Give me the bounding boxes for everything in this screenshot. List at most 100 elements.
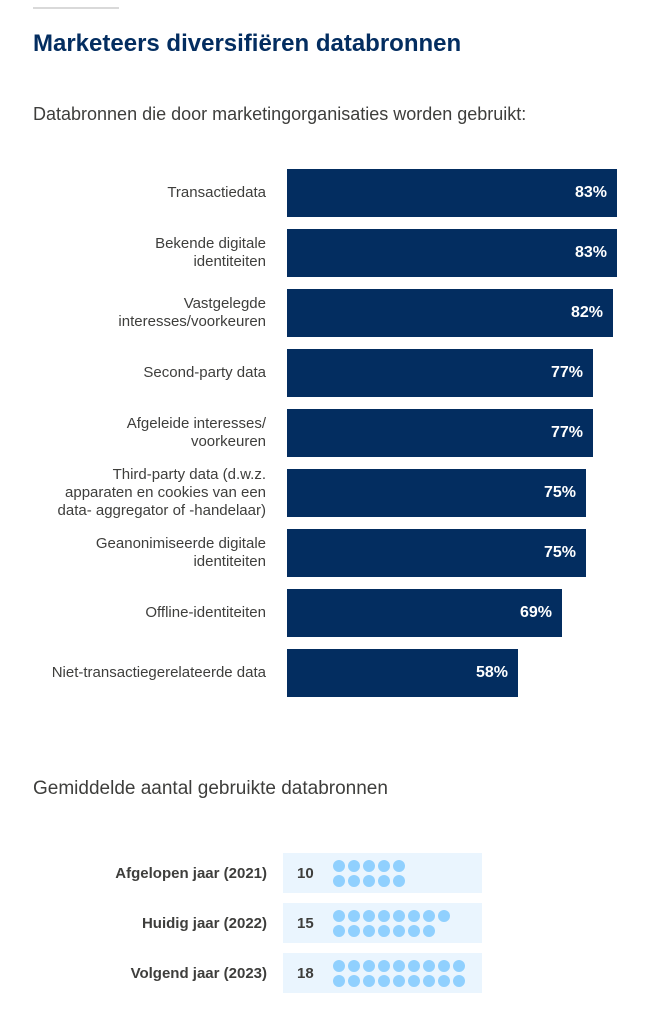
bar-row: Geanonimiseerde digitale identiteiten 75% bbox=[0, 529, 657, 577]
bar-category-label-line: interesses/voorkeuren bbox=[118, 313, 266, 330]
pictogram-dot bbox=[438, 960, 450, 972]
data-sources-count-title: Gemiddelde aantal gebruikte databronnen bbox=[33, 778, 388, 799]
bar-value-label: 77% bbox=[550, 364, 583, 381]
bar-category-label-line: Offline-identiteiten bbox=[145, 604, 266, 621]
pictogram-category-label: Volgend jaar (2023) bbox=[130, 964, 267, 982]
bar-category-label: Third-party data (d.w.z. apparaten en coo… bbox=[6, 466, 266, 519]
pictogram-row: Afgelopen jaar (2021) 10 bbox=[0, 853, 657, 893]
pictogram-box: 10 bbox=[283, 853, 482, 893]
bar-row: Niet-transactiegerelateerde data 58% bbox=[0, 649, 657, 697]
pictogram-count-label: 10 bbox=[297, 864, 314, 882]
pictogram-dot bbox=[408, 910, 420, 922]
pictogram-dot bbox=[363, 975, 375, 987]
pictogram-dot bbox=[363, 910, 375, 922]
bar: 82% bbox=[287, 289, 613, 337]
bar-category-label: Geanonimiseerde digitale identiteiten bbox=[6, 529, 266, 577]
bar-value-label: 82% bbox=[570, 304, 603, 321]
pictogram-dot bbox=[333, 875, 345, 887]
bar-category-label-line: data- aggregator of -handelaar) bbox=[57, 502, 266, 519]
bar-row: Afgeleide interesses/voorkeuren 77% bbox=[0, 409, 657, 457]
pictogram-dot bbox=[333, 975, 345, 987]
pictogram-count-label: 18 bbox=[297, 964, 314, 982]
pictogram-dot bbox=[378, 960, 390, 972]
pictogram-dot bbox=[363, 960, 375, 972]
pictogram-dot bbox=[333, 960, 345, 972]
pictogram-dot bbox=[333, 860, 345, 872]
pictogram-box: 15 bbox=[283, 903, 482, 943]
bar: 83% bbox=[287, 229, 617, 277]
bar: 77% bbox=[287, 409, 593, 457]
pictogram-dot bbox=[408, 925, 420, 937]
bar: 75% bbox=[287, 529, 586, 577]
pictogram-dot bbox=[393, 860, 405, 872]
bar-value-label: 75% bbox=[543, 484, 576, 501]
pictogram-dot bbox=[453, 960, 465, 972]
bar-category-label: Bekende digitale identiteiten bbox=[6, 229, 266, 277]
page-title: Marketeers diversifiëren databronnen bbox=[33, 30, 462, 57]
pictogram-dot bbox=[423, 960, 435, 972]
pictogram-dot bbox=[393, 960, 405, 972]
bar-row: Transactiedata 83% bbox=[0, 169, 657, 217]
pictogram-category-label: Afgelopen jaar (2021) bbox=[115, 864, 267, 882]
pictogram-dot bbox=[348, 960, 360, 972]
pictogram-dot bbox=[363, 860, 375, 872]
bar-row: Second-party data 77% bbox=[0, 349, 657, 397]
pictogram-count-label: 15 bbox=[297, 914, 314, 932]
bar-category-label-line: Bekende digitale bbox=[155, 235, 266, 252]
bar-row: Bekende digitale identiteiten 83% bbox=[0, 229, 657, 277]
pictogram-dot bbox=[363, 925, 375, 937]
bar: 58% bbox=[287, 649, 518, 697]
pictogram-dot bbox=[408, 960, 420, 972]
pictogram-dot bbox=[348, 875, 360, 887]
pictogram-dot bbox=[438, 975, 450, 987]
pictogram-dot bbox=[378, 860, 390, 872]
bar-category-label-line: Niet-transactiegerelateerde data bbox=[51, 664, 266, 681]
bar-category-label-line: Geanonimiseerde digitale bbox=[95, 535, 266, 552]
top-divider bbox=[33, 7, 119, 9]
pictogram-dot bbox=[348, 860, 360, 872]
pictogram-dot bbox=[423, 925, 435, 937]
pictogram-dot bbox=[348, 925, 360, 937]
bar-category-label: Offline-identiteiten bbox=[6, 589, 266, 637]
bar-value-label: 77% bbox=[550, 424, 583, 441]
bar-category-label-line: identiteiten bbox=[193, 553, 266, 570]
bar-category-label-line: apparaten en cookies van een bbox=[65, 484, 266, 501]
bar-category-label-line: Afgeleide interesses/ bbox=[126, 415, 266, 432]
pictogram-dot bbox=[393, 875, 405, 887]
pictogram-dot bbox=[453, 975, 465, 987]
bar-value-label: 69% bbox=[519, 604, 552, 621]
pictogram-dot bbox=[348, 975, 360, 987]
bar: 83% bbox=[287, 169, 617, 217]
bar-category-label: Second-party data bbox=[6, 349, 266, 397]
pictogram-category-label: Huidig jaar (2022) bbox=[141, 914, 267, 932]
bar-category-label: Transactiedata bbox=[6, 169, 266, 217]
bar-category-label: Niet-transactiegerelateerde data bbox=[6, 649, 266, 697]
chart-subtitle: Databronnen die door marketingorganisati… bbox=[33, 104, 527, 124]
pictogram-dot bbox=[378, 925, 390, 937]
pictogram-dot bbox=[333, 925, 345, 937]
pictogram-dot bbox=[438, 910, 450, 922]
bar-category-label-line: identiteiten bbox=[193, 253, 266, 270]
bar-row: Third-party data (d.w.z. apparaten en coo… bbox=[0, 466, 657, 519]
pictogram-box: 18 bbox=[283, 953, 482, 993]
pictogram-dot bbox=[393, 975, 405, 987]
bar: 77% bbox=[287, 349, 593, 397]
bar: 75% bbox=[287, 469, 586, 517]
bar-value-label: 75% bbox=[543, 544, 576, 561]
bar-category-label-line: voorkeuren bbox=[190, 433, 266, 450]
bar-value-label: 58% bbox=[475, 664, 508, 681]
bar-value-label: 83% bbox=[574, 184, 607, 201]
bar: 69% bbox=[287, 589, 562, 637]
bar-category-label-line: Vastgelegde bbox=[183, 295, 266, 312]
pictogram-dot bbox=[378, 875, 390, 887]
bar-category-label: Vastgelegde interesses/voorkeuren bbox=[6, 289, 266, 337]
bar-category-label-line: Third-party data (d.w.z. bbox=[112, 466, 266, 483]
pictogram-dot bbox=[423, 910, 435, 922]
bar-row: Vastgelegde interesses/voorkeuren 82% bbox=[0, 289, 657, 337]
pictogram-dot bbox=[408, 975, 420, 987]
pictogram-row: Huidig jaar (2022) 15 bbox=[0, 903, 657, 943]
pictogram-dot bbox=[333, 910, 345, 922]
pictogram-dot bbox=[393, 910, 405, 922]
bar-row: Offline-identiteiten 69% bbox=[0, 589, 657, 637]
pictogram-dot bbox=[378, 975, 390, 987]
